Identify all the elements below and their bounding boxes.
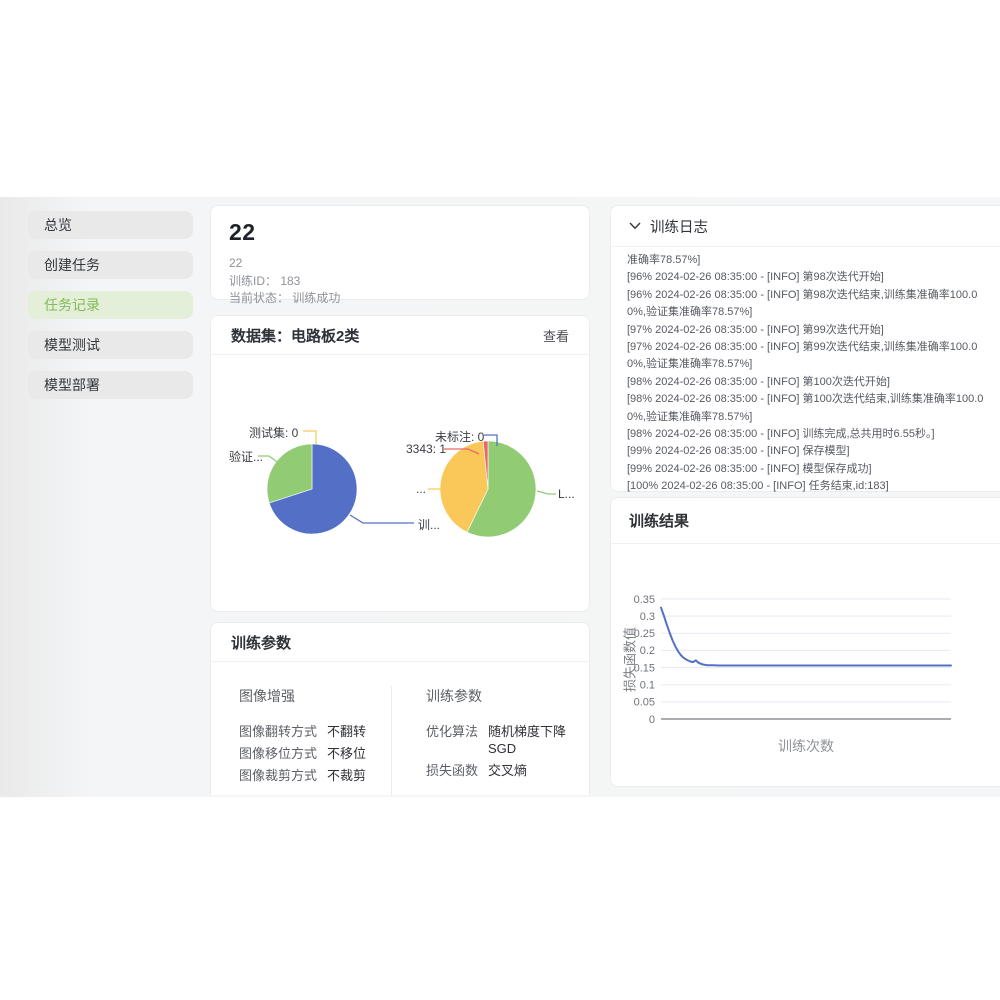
- dataset-class-pie-chart: [439, 440, 537, 538]
- param-label: 优化算法: [426, 724, 479, 739]
- param-row: 图像裁剪方式 不裁剪: [239, 767, 384, 784]
- pie2-label-class2: ...: [416, 482, 427, 496]
- params-column-divider: [391, 686, 392, 795]
- params-card-header: 训练参数: [211, 623, 589, 662]
- params-group-augmentation: 图像增强 图像翻转方式 不翻转 图像移位方式 不移位 图像裁剪方式 不裁剪: [239, 686, 384, 789]
- param-label: 损失函数: [426, 763, 479, 778]
- params-group-training: 训练参数 优化算法 随机梯度下降 SGD 损失函数 交叉熵: [426, 686, 581, 784]
- dataset-title: 数据集：电路板2类: [231, 327, 360, 345]
- pie1-label-validate: 验证...: [229, 450, 264, 464]
- param-value: 不翻转: [327, 724, 367, 739]
- params-title: 训练参数: [231, 634, 292, 652]
- log-line: [98% 2024-02-26 08:35:00 - [INFO] 第100次迭…: [627, 375, 890, 388]
- dataset-split-pie-chart: [266, 443, 358, 535]
- log-line: [98% 2024-02-26 08:35:00 - [INFO] 训练完成,总…: [627, 428, 935, 441]
- result-title: 训练结果: [611, 498, 1000, 544]
- sidebar: 总览 创建任务 任务记录 模型测试 模型部署: [28, 211, 193, 411]
- group-title: 训练参数: [426, 688, 482, 704]
- log-line: 准确率78.57%]: [627, 254, 701, 266]
- task-info-card: 22 22 训练ID： 183 当前状态： 训练成功: [210, 205, 590, 305]
- param-value: 不裁剪: [327, 768, 367, 783]
- pie2-label-class1: L...: [558, 487, 575, 501]
- task-train-id: 训练ID： 183: [229, 273, 301, 288]
- svg-text:0.25: 0.25: [634, 628, 655, 640]
- svg-text:0.05: 0.05: [634, 697, 655, 709]
- pie1-label-test: 测试集: 0: [249, 426, 299, 440]
- svg-text:0.3: 0.3: [640, 611, 655, 623]
- log-line: [100% 2024-02-26 08:35:00 - [INFO] 任务结束,…: [627, 480, 889, 493]
- training-params-card: 训练参数 图像增强 图像翻转方式 不翻转 图像移位方式 不移位 图像裁剪方式 不…: [210, 622, 590, 795]
- params-body: 图像增强 图像翻转方式 不翻转 图像移位方式 不移位 图像裁剪方式 不裁剪 训练…: [211, 662, 589, 795]
- param-label: 图像移位方式: [239, 746, 318, 761]
- pie1-label-train: 训...: [418, 518, 441, 532]
- log-list[interactable]: 准确率78.57%] [96% 2024-02-26 08:35:00 - [I…: [611, 247, 1000, 496]
- log-line: [99% 2024-02-26 08:35:00 - [INFO] 模型保存成功…: [627, 462, 872, 475]
- param-label: 图像裁剪方式: [239, 768, 318, 783]
- sidebar-item-overview[interactable]: 总览: [28, 211, 193, 239]
- param-value: 不移位: [327, 746, 367, 761]
- task-name: 22: [229, 256, 243, 270]
- y-axis-label: 损失函数值: [622, 627, 638, 693]
- dataset-card: 数据集：电路板2类 查看 测试集: 0 验证... 训... 未标注: 0 33…: [210, 315, 590, 612]
- pie2-label-class3343: 3343: 1: [406, 442, 447, 456]
- training-result-card: 训练结果 0 0.05 0.1 0.15 0.2 0.25 0.3 0.35 损失函数值 训练…: [610, 497, 1000, 787]
- sidebar-item-model-deploy[interactable]: 模型部署: [28, 371, 193, 399]
- pie-charts-area: 测试集: 0 验证... 训... 未标注: 0 3343: 1 ... L..…: [211, 355, 591, 613]
- svg-text:0.15: 0.15: [634, 662, 655, 674]
- log-line: [99% 2024-02-26 08:35:00 - [INFO] 保存模型]: [627, 445, 850, 458]
- param-row: 优化算法 随机梯度下降 SGD: [426, 723, 581, 757]
- x-axis-label: 训练次数: [778, 738, 834, 754]
- param-row: 图像翻转方式 不翻转: [239, 723, 384, 740]
- dataset-card-header: 数据集：电路板2类 查看: [211, 316, 589, 355]
- dataset-view-button[interactable]: 查看: [542, 328, 569, 344]
- log-line: [97% 2024-02-26 08:35:00 - [INFO] 第99次迭代…: [627, 341, 978, 371]
- svg-text:0.1: 0.1: [640, 680, 655, 692]
- chevron-down-icon[interactable]: [629, 222, 641, 230]
- svg-text:0: 0: [649, 714, 655, 726]
- svg-text:0.35: 0.35: [634, 594, 655, 606]
- loss-line-chart: 0 0.05 0.1 0.15 0.2 0.25 0.3 0.35: [634, 594, 952, 726]
- param-row: 损失函数 交叉熵: [426, 762, 581, 779]
- log-title: 训练日志: [650, 219, 708, 236]
- log-line: [97% 2024-02-26 08:35:00 - [INFO] 第99次迭代…: [627, 323, 884, 336]
- group-title: 图像增强: [239, 688, 295, 704]
- task-status: 当前状态： 训练成功: [229, 291, 341, 305]
- sidebar-item-task-records[interactable]: 任务记录: [28, 291, 193, 319]
- param-value: 随机梯度下降 SGD: [488, 724, 567, 756]
- log-card-header: 训练日志: [611, 206, 1000, 247]
- sidebar-item-model-test[interactable]: 模型测试: [28, 331, 193, 359]
- training-log-card: 训练日志 准确率78.57%] [96% 2024-02-26 08:35:00…: [610, 205, 1000, 492]
- param-row: 图像移位方式 不移位: [239, 745, 384, 762]
- param-label: 图像翻转方式: [239, 724, 318, 739]
- pie2-label-unlabeled: 未标注: 0: [435, 430, 485, 444]
- log-line: [96% 2024-02-26 08:35:00 - [INFO] 第98次迭代…: [627, 288, 978, 319]
- param-value: 交叉熵: [488, 763, 528, 778]
- log-line: [98% 2024-02-26 08:35:00 - [INFO] 第100次迭…: [627, 393, 984, 423]
- task-title: 22: [229, 219, 256, 245]
- sidebar-item-create-task[interactable]: 创建任务: [28, 251, 193, 279]
- log-line: [96% 2024-02-26 08:35:00 - [INFO] 第98次迭代…: [627, 271, 884, 284]
- svg-text:0.2: 0.2: [640, 645, 655, 657]
